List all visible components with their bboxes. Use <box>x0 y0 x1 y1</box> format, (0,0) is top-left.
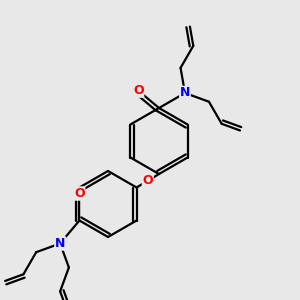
Text: O: O <box>74 187 85 200</box>
Text: O: O <box>133 84 144 97</box>
Text: N: N <box>55 237 65 250</box>
Text: N: N <box>180 86 190 100</box>
Text: O: O <box>142 174 153 187</box>
